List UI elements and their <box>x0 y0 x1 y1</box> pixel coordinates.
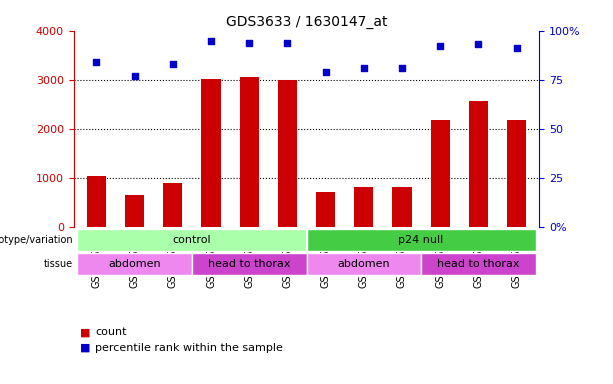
Point <box>283 40 292 46</box>
Bar <box>392 187 411 227</box>
Bar <box>240 78 259 227</box>
Point <box>321 69 330 75</box>
Text: head to thorax: head to thorax <box>437 259 520 269</box>
Bar <box>278 80 297 227</box>
FancyBboxPatch shape <box>77 253 192 275</box>
Bar <box>430 120 450 227</box>
Bar <box>354 187 373 227</box>
Text: count: count <box>95 327 126 337</box>
Text: ■: ■ <box>80 343 90 353</box>
Point <box>168 61 178 67</box>
FancyBboxPatch shape <box>77 228 306 251</box>
Text: control: control <box>173 235 211 245</box>
Point <box>245 40 254 46</box>
FancyBboxPatch shape <box>421 253 536 275</box>
Text: p24 null: p24 null <box>398 235 444 245</box>
Text: GDS3633 / 1630147_at: GDS3633 / 1630147_at <box>226 15 387 29</box>
Bar <box>507 120 526 227</box>
Text: head to thorax: head to thorax <box>208 259 291 269</box>
FancyBboxPatch shape <box>306 253 421 275</box>
Text: percentile rank within the sample: percentile rank within the sample <box>95 343 283 353</box>
Point <box>435 43 445 50</box>
FancyBboxPatch shape <box>306 228 536 251</box>
Bar <box>163 183 183 227</box>
Point <box>206 38 216 44</box>
Bar <box>469 101 488 227</box>
Point <box>91 59 101 65</box>
FancyBboxPatch shape <box>192 253 306 275</box>
Point <box>512 45 522 51</box>
Bar <box>125 195 144 227</box>
Bar <box>202 79 221 227</box>
Text: genotype/variation: genotype/variation <box>0 235 73 245</box>
Point <box>130 73 140 79</box>
Bar <box>316 192 335 227</box>
Text: abdomen: abdomen <box>338 259 390 269</box>
Point <box>397 65 407 71</box>
Point <box>473 41 483 48</box>
Bar <box>87 176 106 227</box>
Text: tissue: tissue <box>44 259 73 269</box>
Text: abdomen: abdomen <box>109 259 161 269</box>
Text: ■: ■ <box>80 327 90 337</box>
Point <box>359 65 368 71</box>
